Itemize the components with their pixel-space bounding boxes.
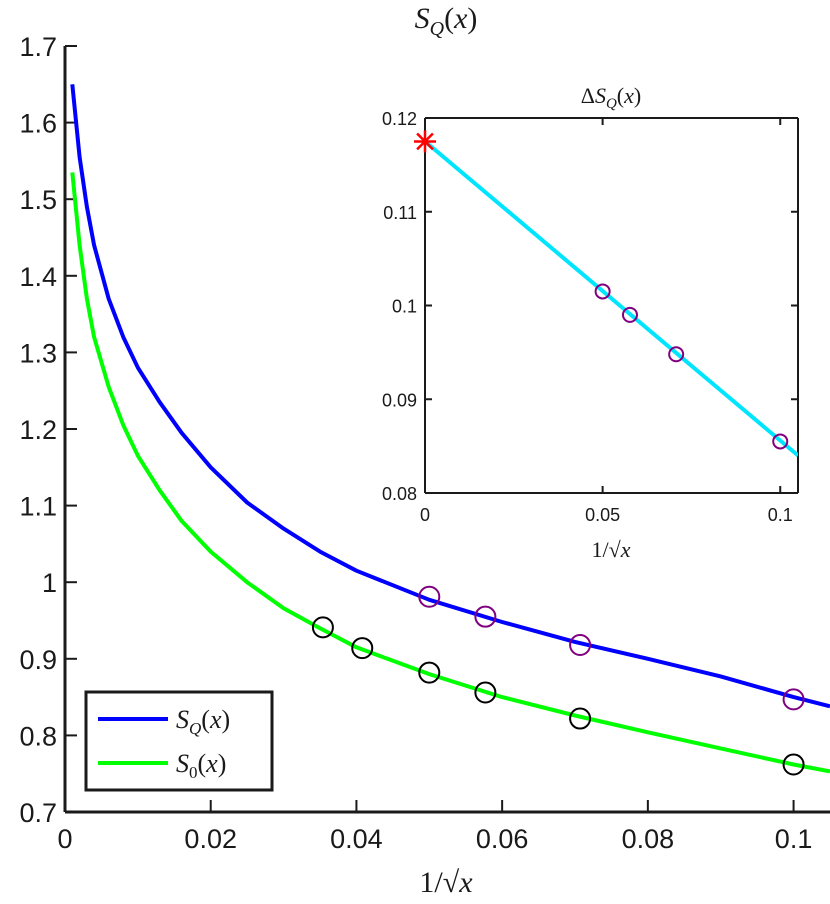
main-x-tick-label: 0 <box>57 824 72 854</box>
main-chart-title: SQ(x) <box>415 2 478 40</box>
main-y-tick-label: 1.7 <box>19 32 57 62</box>
inset-y-tick-label: 0.09 <box>382 390 417 410</box>
inset-fit-line <box>425 139 798 458</box>
main-marker-sq <box>569 634 592 657</box>
inset-background <box>425 118 798 493</box>
main-y-tick-label: 0.8 <box>19 721 57 751</box>
main-series-line-sq <box>70 84 830 709</box>
main-x-tick-label: 0.1 <box>775 824 813 854</box>
main-y-tick-label: 1.4 <box>19 262 57 292</box>
inset-marker <box>594 283 611 300</box>
main-y-tick-label: 1.1 <box>19 492 57 522</box>
inset-plot-area: 0 0.05 0.1 0.08 0.09 0.1 0.11 0.12 <box>382 109 799 525</box>
main-marker-sq <box>474 605 497 628</box>
main-y-tick-label: 0.7 <box>19 798 57 828</box>
inset-y-tick-label: 0.1 <box>392 297 417 317</box>
inset-y-tick-label: 0.11 <box>383 203 417 223</box>
inset-x-axis-label: 1/√x <box>592 537 631 562</box>
inset-marker <box>668 346 685 363</box>
legend-box <box>84 690 274 792</box>
main-x-axis-label: 1/√x <box>419 866 473 899</box>
main-marker-sq <box>418 585 441 608</box>
main-y-tick-label: 1 <box>42 568 57 598</box>
main-marker-s0 <box>569 707 592 730</box>
main-x-tick-label: 0.06 <box>476 824 529 854</box>
main-y-tick-label: 0.9 <box>19 645 57 675</box>
legend: SQ(x) S0(x) <box>84 690 274 792</box>
main-marker-s0 <box>351 637 374 660</box>
inset-x-tick-label: 0 <box>420 505 430 525</box>
main-y-tick-label: 1.6 <box>19 109 57 139</box>
inset-y-tick-label: 0.08 <box>382 484 417 504</box>
inset-extrapolated-star <box>414 130 436 153</box>
inset-x-tick-label: 0.1 <box>768 505 793 525</box>
inset-marker <box>772 433 789 450</box>
main-y-tick-label: 1.5 <box>19 185 57 215</box>
legend-label-s0: S0(x) <box>176 749 226 782</box>
main-marker-s0 <box>418 661 441 684</box>
inset-x-tick-label: 0.05 <box>585 505 620 525</box>
main-series-line-s0 <box>70 172 830 774</box>
inset-star-stroke <box>416 132 434 151</box>
main-marker-s0 <box>311 616 334 639</box>
inset-chart-title: ΔSQ(x) <box>581 83 641 112</box>
inset-marker <box>621 306 638 323</box>
main-marker-s0 <box>782 753 805 776</box>
inset-y-tick-label: 0.12 <box>382 109 417 129</box>
main-x-tick-label: 0.08 <box>622 824 675 854</box>
main-plot-area: 0 0.02 0.04 0.06 0.08 0.1 0.7 0.8 0.9 1 1.1 1.2 1.3 1… <box>19 32 830 854</box>
main-x-tick-label: 0.04 <box>330 824 383 854</box>
main-x-tick-label: 0.02 <box>184 824 237 854</box>
main-y-tick-label: 1.3 <box>19 338 57 368</box>
main-marker-sq <box>782 688 805 711</box>
main-marker-s0 <box>474 681 497 704</box>
legend-label-sq: SQ(x) <box>176 705 230 738</box>
main-y-tick-label: 1.2 <box>19 415 57 445</box>
